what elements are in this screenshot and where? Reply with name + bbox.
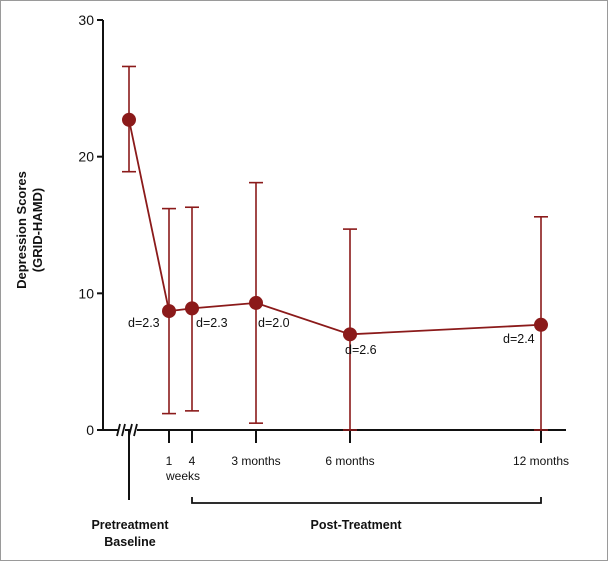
group-label-post: Post-Treatment <box>311 518 403 532</box>
effect-size-label-5: d=2.4 <box>503 332 535 346</box>
post-treatment-bracket <box>191 497 542 504</box>
effect-size-label-4: d=2.6 <box>345 343 377 357</box>
axis-break-mark-3 <box>133 423 138 437</box>
effect-size-label-3: d=2.0 <box>258 316 290 330</box>
group-label-pre-line1: Pretreatment <box>91 518 169 532</box>
data-point-4 <box>343 327 357 342</box>
series <box>122 65 548 431</box>
y-axis-label: Depression Scores (GRID-HAMD) <box>14 171 45 289</box>
y-tick-label-0: 0 <box>86 422 94 438</box>
data-point-5 <box>534 317 548 332</box>
y-tick-label-10: 10 <box>78 285 94 301</box>
y-tick-label-30: 30 <box>78 12 94 28</box>
axis-break-mark-1 <box>121 423 126 437</box>
effect-size-label-2: d=2.3 <box>196 316 228 330</box>
group-brackets: Pretreatment Baseline Post-Treatment <box>91 518 402 549</box>
effect-size-label-1: d=2.3 <box>128 316 160 330</box>
data-point-3 <box>249 295 263 310</box>
y-axis-label-line1: Depression Scores <box>14 171 29 289</box>
axis-break-mark-0 <box>116 423 121 437</box>
x-tick-label-3: 3 months <box>231 454 280 468</box>
series-line <box>128 119 542 336</box>
effect-size-labels: d=2.3 d=2.3 d=2.0 d=2.6 d=2.4 <box>128 316 535 357</box>
data-point-0 <box>122 112 136 127</box>
y-tick-label-20: 20 <box>78 149 94 165</box>
axes: 0 10 20 30 <box>78 12 566 504</box>
x-tick-label-4: 6 months <box>325 454 374 468</box>
x-weeks-label: weeks <box>165 469 200 483</box>
y-axis-label-line2: (GRID-HAMD) <box>30 188 45 272</box>
data-point-2 <box>185 301 199 316</box>
x-tick-label-2: 4 <box>189 454 196 468</box>
x-tick-label-1: 1 <box>166 454 173 468</box>
x-tick-labels: 1 4 3 months 6 months 12 months weeks <box>165 454 569 483</box>
x-tick-label-5: 12 months <box>513 454 569 468</box>
data-point-1 <box>162 304 176 319</box>
group-label-pre-line2: Baseline <box>104 535 155 549</box>
